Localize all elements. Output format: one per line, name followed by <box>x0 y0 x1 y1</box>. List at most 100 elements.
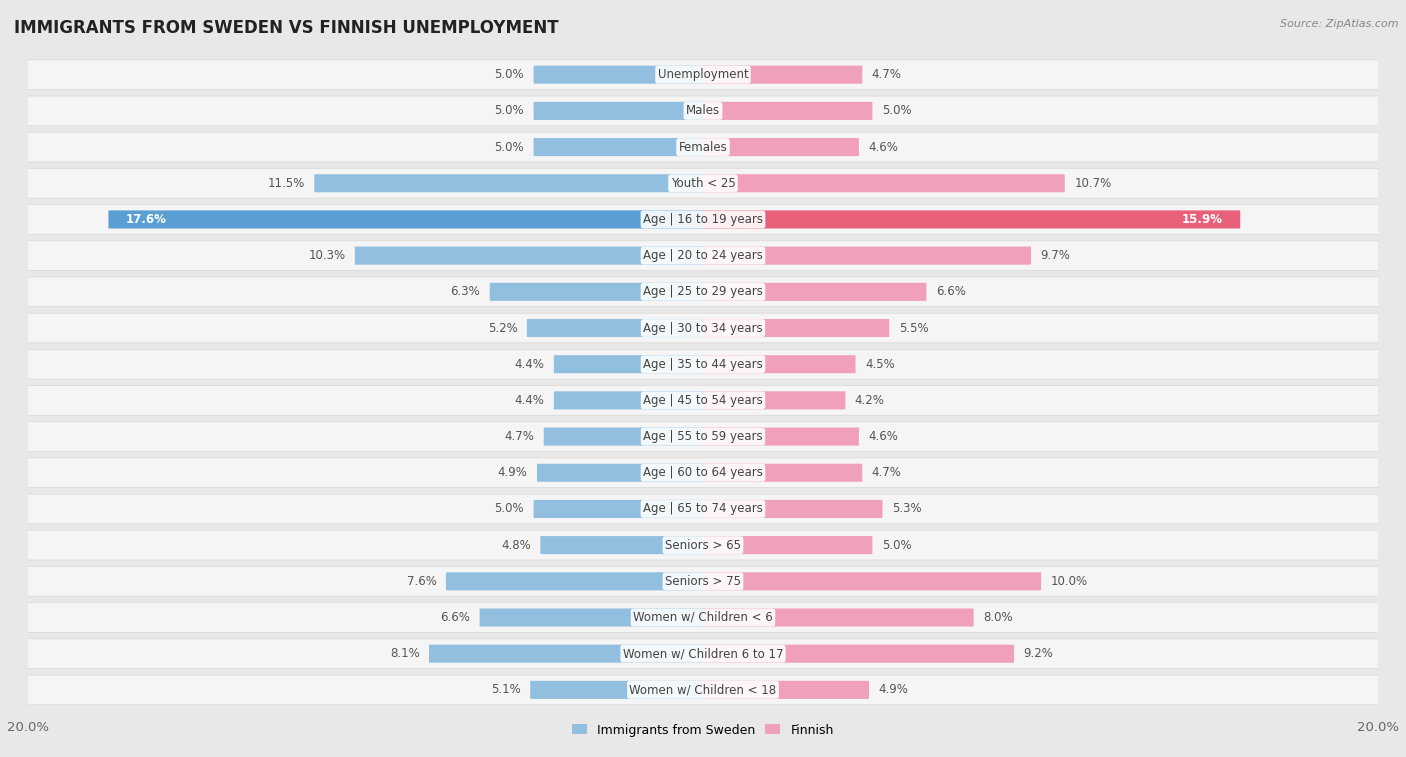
Text: 4.6%: 4.6% <box>869 430 898 443</box>
FancyBboxPatch shape <box>534 138 703 156</box>
FancyBboxPatch shape <box>703 174 1064 192</box>
FancyBboxPatch shape <box>703 391 845 410</box>
Text: 4.7%: 4.7% <box>872 466 901 479</box>
Text: Seniors > 65: Seniors > 65 <box>665 539 741 552</box>
FancyBboxPatch shape <box>354 247 703 265</box>
Text: 6.6%: 6.6% <box>936 285 966 298</box>
FancyBboxPatch shape <box>315 174 703 192</box>
Text: Youth < 25: Youth < 25 <box>671 177 735 190</box>
Text: Source: ZipAtlas.com: Source: ZipAtlas.com <box>1281 19 1399 29</box>
FancyBboxPatch shape <box>10 60 1396 89</box>
Text: 9.2%: 9.2% <box>1024 647 1053 660</box>
Text: 5.5%: 5.5% <box>898 322 928 335</box>
FancyBboxPatch shape <box>479 609 703 627</box>
Text: Age | 16 to 19 years: Age | 16 to 19 years <box>643 213 763 226</box>
FancyBboxPatch shape <box>10 531 1396 560</box>
Text: 9.7%: 9.7% <box>1040 249 1070 262</box>
Text: 4.9%: 4.9% <box>879 684 908 696</box>
FancyBboxPatch shape <box>703 355 855 373</box>
Text: 5.0%: 5.0% <box>495 104 524 117</box>
FancyBboxPatch shape <box>534 500 703 518</box>
Text: Women w/ Children 6 to 17: Women w/ Children 6 to 17 <box>623 647 783 660</box>
Text: Women w/ Children < 18: Women w/ Children < 18 <box>630 684 776 696</box>
FancyBboxPatch shape <box>10 639 1396 668</box>
Text: 4.5%: 4.5% <box>865 358 894 371</box>
Text: Age | 35 to 44 years: Age | 35 to 44 years <box>643 358 763 371</box>
Text: 5.0%: 5.0% <box>495 503 524 516</box>
Text: 11.5%: 11.5% <box>267 177 305 190</box>
FancyBboxPatch shape <box>703 464 862 481</box>
FancyBboxPatch shape <box>544 428 703 446</box>
FancyBboxPatch shape <box>703 66 862 84</box>
Text: 4.8%: 4.8% <box>501 539 531 552</box>
Text: 8.1%: 8.1% <box>389 647 419 660</box>
Text: 4.6%: 4.6% <box>869 141 898 154</box>
FancyBboxPatch shape <box>537 464 703 481</box>
FancyBboxPatch shape <box>10 566 1396 597</box>
Text: 17.6%: 17.6% <box>127 213 167 226</box>
Text: 5.0%: 5.0% <box>495 141 524 154</box>
FancyBboxPatch shape <box>703 210 1240 229</box>
Text: 8.0%: 8.0% <box>983 611 1012 624</box>
FancyBboxPatch shape <box>10 350 1396 379</box>
FancyBboxPatch shape <box>554 355 703 373</box>
FancyBboxPatch shape <box>10 168 1396 198</box>
FancyBboxPatch shape <box>10 241 1396 270</box>
FancyBboxPatch shape <box>10 313 1396 343</box>
FancyBboxPatch shape <box>703 247 1031 265</box>
Text: 10.3%: 10.3% <box>308 249 346 262</box>
Text: 4.2%: 4.2% <box>855 394 884 407</box>
FancyBboxPatch shape <box>703 428 859 446</box>
FancyBboxPatch shape <box>10 277 1396 307</box>
Text: 6.3%: 6.3% <box>450 285 481 298</box>
Text: Age | 55 to 59 years: Age | 55 to 59 years <box>643 430 763 443</box>
Text: Age | 30 to 34 years: Age | 30 to 34 years <box>643 322 763 335</box>
FancyBboxPatch shape <box>10 603 1396 632</box>
Text: Women w/ Children < 6: Women w/ Children < 6 <box>633 611 773 624</box>
FancyBboxPatch shape <box>703 609 973 627</box>
Text: 5.0%: 5.0% <box>495 68 524 81</box>
Text: 7.6%: 7.6% <box>406 575 436 587</box>
FancyBboxPatch shape <box>429 645 703 662</box>
Text: Seniors > 75: Seniors > 75 <box>665 575 741 587</box>
Text: 10.7%: 10.7% <box>1074 177 1111 190</box>
FancyBboxPatch shape <box>703 500 883 518</box>
FancyBboxPatch shape <box>10 494 1396 524</box>
Text: 10.0%: 10.0% <box>1050 575 1088 587</box>
FancyBboxPatch shape <box>10 385 1396 415</box>
FancyBboxPatch shape <box>446 572 703 590</box>
Text: Age | 20 to 24 years: Age | 20 to 24 years <box>643 249 763 262</box>
FancyBboxPatch shape <box>703 536 872 554</box>
FancyBboxPatch shape <box>703 319 889 337</box>
FancyBboxPatch shape <box>703 681 869 699</box>
FancyBboxPatch shape <box>10 422 1396 451</box>
FancyBboxPatch shape <box>703 283 927 301</box>
FancyBboxPatch shape <box>703 102 872 120</box>
Text: Age | 60 to 64 years: Age | 60 to 64 years <box>643 466 763 479</box>
FancyBboxPatch shape <box>534 66 703 84</box>
Text: 5.3%: 5.3% <box>891 503 921 516</box>
Text: Females: Females <box>679 141 727 154</box>
FancyBboxPatch shape <box>540 536 703 554</box>
Text: Age | 45 to 54 years: Age | 45 to 54 years <box>643 394 763 407</box>
FancyBboxPatch shape <box>108 210 703 229</box>
Text: Age | 65 to 74 years: Age | 65 to 74 years <box>643 503 763 516</box>
FancyBboxPatch shape <box>703 645 1014 662</box>
FancyBboxPatch shape <box>10 204 1396 234</box>
FancyBboxPatch shape <box>703 138 859 156</box>
Text: IMMIGRANTS FROM SWEDEN VS FINNISH UNEMPLOYMENT: IMMIGRANTS FROM SWEDEN VS FINNISH UNEMPL… <box>14 19 558 37</box>
FancyBboxPatch shape <box>703 572 1040 590</box>
Text: 4.7%: 4.7% <box>505 430 534 443</box>
Text: 4.9%: 4.9% <box>498 466 527 479</box>
Text: 4.4%: 4.4% <box>515 358 544 371</box>
Text: Males: Males <box>686 104 720 117</box>
Text: 5.2%: 5.2% <box>488 322 517 335</box>
Text: Age | 25 to 29 years: Age | 25 to 29 years <box>643 285 763 298</box>
Text: 4.7%: 4.7% <box>872 68 901 81</box>
Text: Unemployment: Unemployment <box>658 68 748 81</box>
FancyBboxPatch shape <box>10 458 1396 488</box>
FancyBboxPatch shape <box>527 319 703 337</box>
FancyBboxPatch shape <box>10 132 1396 162</box>
FancyBboxPatch shape <box>10 96 1396 126</box>
FancyBboxPatch shape <box>489 283 703 301</box>
